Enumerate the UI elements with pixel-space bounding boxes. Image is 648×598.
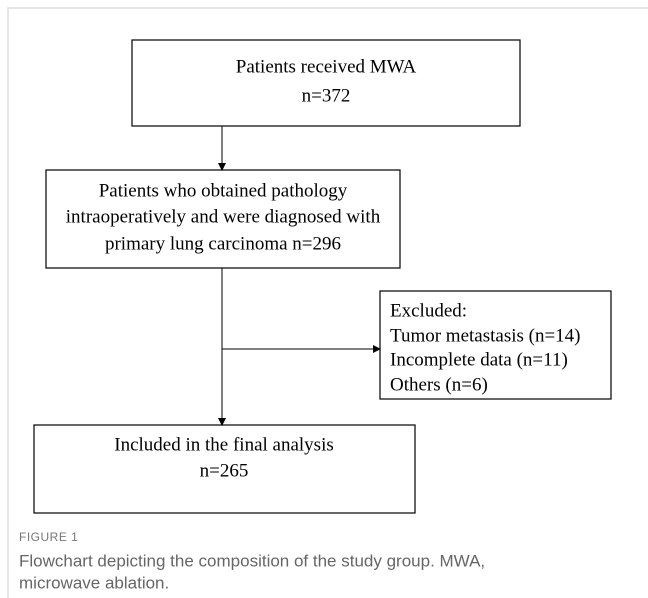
caption-text: microwave ablation. [19,573,169,592]
node-text: Others (n=6) [390,374,488,395]
node-text: n=372 [302,85,351,106]
node-box [33,424,416,514]
node-box [131,39,521,127]
node-text: intraoperatively and were diagnosed with [66,206,381,227]
node-text: Excluded: [390,300,467,321]
caption-text: Flowchart depicting the composition of t… [19,551,485,570]
node-text: primary lung carcinoma n=296 [105,233,341,254]
node-text: Patients who obtained pathology [99,180,348,201]
node-text: n=265 [200,460,249,481]
node-text: Tumor metastasis (n=14) [390,325,581,346]
node-box [45,169,401,269]
node-text: Incomplete data (n=11) [390,349,568,370]
node-text: Patients received MWA [236,56,417,77]
caption-label: FIGURE 1 [19,530,78,544]
node-text: Included in the final analysis [114,434,334,455]
node-box [379,290,612,400]
figure-frame [7,7,648,598]
